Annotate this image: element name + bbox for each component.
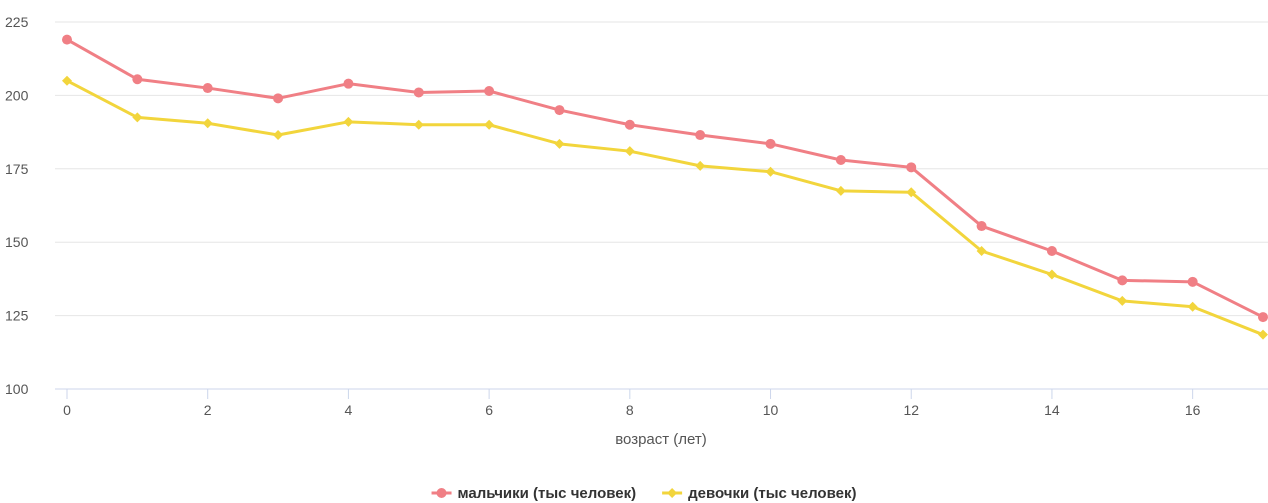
data-point xyxy=(1187,276,1198,287)
x-tick-label: 0 xyxy=(63,402,71,418)
x-tick-label: 4 xyxy=(345,402,353,418)
y-tick-label: 100 xyxy=(5,381,29,397)
data-point xyxy=(1117,295,1128,306)
series-line xyxy=(65,38,1265,319)
y-tick-label: 200 xyxy=(5,87,29,103)
data-point xyxy=(695,130,706,141)
legend-marker xyxy=(436,488,447,498)
y-tick-label: 125 xyxy=(5,308,29,324)
x-tick-label: 12 xyxy=(903,402,919,418)
series-girls xyxy=(62,75,1268,340)
x-tick-label: 6 xyxy=(485,402,493,418)
y-tick-label: 175 xyxy=(5,161,29,177)
x-axis: 0 2 4 6 8 10 12 14 16 xyxy=(55,388,1268,418)
legend-item-girls[interactable]: девочки (тыс человек) xyxy=(662,485,856,502)
x-tick-label: 10 xyxy=(763,402,779,418)
data-point xyxy=(765,138,776,149)
data-point xyxy=(132,112,143,123)
legend-marker xyxy=(667,488,678,498)
series-line xyxy=(65,79,1265,337)
data-point xyxy=(1258,312,1268,323)
legend: мальчики (тыс человек) девочки (тыс челов… xyxy=(431,485,856,502)
series-boys xyxy=(62,34,1268,323)
data-point xyxy=(1117,275,1128,286)
x-axis-title: возраст (лет) xyxy=(615,431,707,448)
series-area xyxy=(62,34,1268,340)
legend-label: мальчики (тыс человек) xyxy=(458,485,637,502)
x-tick-label: 16 xyxy=(1185,402,1201,418)
data-point xyxy=(906,187,917,198)
x-tick-label: 8 xyxy=(626,402,634,418)
data-point xyxy=(976,246,987,257)
data-point xyxy=(765,166,776,177)
data-point xyxy=(132,74,143,85)
y-tick-label: 150 xyxy=(5,234,29,250)
data-point xyxy=(554,105,565,116)
data-point xyxy=(484,85,495,96)
data-point xyxy=(835,154,846,165)
data-point xyxy=(413,119,424,130)
y-axis: 100 125 150 175 200 225 xyxy=(5,14,29,397)
data-point xyxy=(1187,301,1198,312)
data-point xyxy=(976,221,987,232)
data-point xyxy=(1046,246,1057,257)
data-point xyxy=(1258,329,1268,340)
data-point xyxy=(906,162,917,173)
data-point xyxy=(343,116,354,127)
data-point xyxy=(273,130,284,141)
data-point xyxy=(624,119,635,130)
x-tick-label: 14 xyxy=(1044,402,1060,418)
data-point xyxy=(554,138,565,149)
data-point xyxy=(835,185,846,196)
grid xyxy=(55,21,1268,317)
legend-item-boys[interactable]: мальчики (тыс человек) xyxy=(431,485,637,502)
x-tick-label: 2 xyxy=(204,402,212,418)
data-point xyxy=(62,34,72,45)
data-point xyxy=(413,87,424,98)
data-point xyxy=(624,146,635,157)
y-tick-label: 225 xyxy=(5,14,29,30)
data-point xyxy=(1046,269,1057,280)
legend-label: девочки (тыс человек) xyxy=(688,485,856,502)
data-point xyxy=(62,75,72,86)
data-point xyxy=(202,118,213,129)
data-point xyxy=(273,93,284,104)
data-point xyxy=(484,119,495,130)
data-point xyxy=(202,83,213,94)
data-point xyxy=(695,160,706,171)
data-point xyxy=(343,78,354,89)
